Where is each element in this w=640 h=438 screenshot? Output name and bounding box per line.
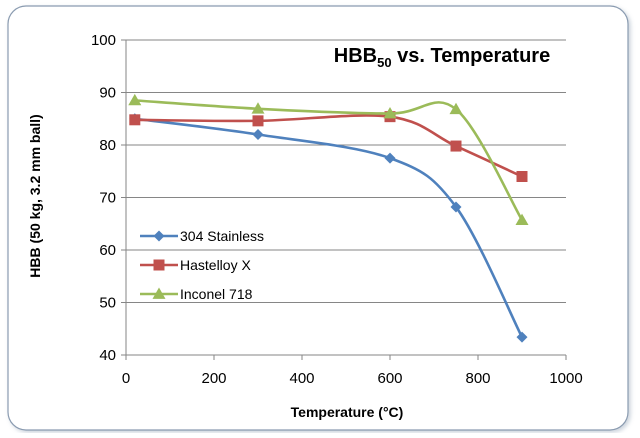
chart-title-subscript: 50 <box>377 55 391 70</box>
x-tick-label: 400 <box>289 370 314 387</box>
x-tick-label: 200 <box>201 370 226 387</box>
legend-item: 304 Stainless <box>140 228 264 244</box>
data-point <box>252 115 264 127</box>
x-tick-label: 0 <box>122 370 130 387</box>
chart-title-main: HBB <box>334 45 377 67</box>
data-point <box>516 331 528 343</box>
data-point <box>129 114 141 126</box>
chart-title: HBB50 vs. Temperature <box>334 45 550 70</box>
y-tick-label: 50 <box>99 295 116 312</box>
chart-title-rest: vs. Temperature <box>392 45 551 67</box>
x-tick-label: 800 <box>465 370 490 387</box>
legend: 304 Stainless Hastelloy X Inconel 718 <box>140 228 264 302</box>
legend-label: Inconel 718 <box>180 286 253 302</box>
legend-label: 304 Stainless <box>180 228 264 244</box>
y-tick-label: 70 <box>99 190 116 207</box>
gridlines <box>126 39 566 356</box>
legend-marker <box>153 259 165 271</box>
y-tick-label: 80 <box>99 137 116 154</box>
data-point <box>449 102 463 115</box>
x-tick-label: 1000 <box>549 370 582 387</box>
data-point <box>251 102 265 114</box>
legend-item: Inconel 718 <box>140 286 253 302</box>
data-point <box>128 93 142 106</box>
data-point <box>383 107 397 119</box>
legend-item: Hastelloy X <box>140 257 251 273</box>
y-tick-label: 60 <box>99 242 116 259</box>
series-inconel-718 <box>128 93 529 225</box>
data-point <box>515 213 529 225</box>
x-tick-label: 600 <box>377 370 402 387</box>
legend-marker <box>153 230 165 242</box>
y-axis-label: HBB (50 kg, 3.2 mm ball) <box>27 114 43 277</box>
data-point <box>516 171 528 182</box>
data-point <box>252 129 264 140</box>
data-point <box>384 152 396 164</box>
x-axis-label: Temperature (°C) <box>291 404 404 420</box>
y-tick-label: 40 <box>99 347 116 364</box>
legend-marker <box>152 287 166 299</box>
y-tick-label: 100 <box>91 32 116 49</box>
data-point <box>450 201 462 213</box>
legend-label: Hastelloy X <box>180 257 251 273</box>
series-group <box>128 93 529 343</box>
chart-border <box>7 5 629 431</box>
data-point <box>450 140 462 152</box>
series-line <box>133 114 524 178</box>
y-tick-label: 90 <box>99 85 116 102</box>
axes <box>121 39 567 360</box>
